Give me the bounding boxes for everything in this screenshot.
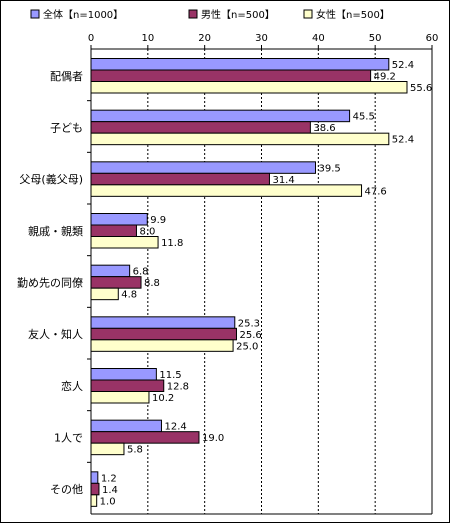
- data-label-1-2: 49.2: [374, 72, 396, 83]
- bar-1-1: [90, 58, 390, 71]
- bar-8-2: [90, 431, 200, 444]
- bar-8-3: [90, 442, 125, 456]
- bar-7-3: [90, 391, 150, 404]
- data-label-3-2: 31.4: [272, 175, 294, 186]
- data-label-4-3: 11.8: [161, 238, 183, 249]
- category-label-8: 1人で: [54, 431, 83, 444]
- category-label-6: 友人・知人: [28, 327, 83, 341]
- x-tick-label-30: 30: [255, 33, 268, 44]
- data-label-2-1: 45.5: [353, 112, 375, 123]
- bar-2-3: [90, 132, 390, 146]
- data-label-8-3: 5.8: [127, 445, 143, 456]
- bar-9-2: [90, 482, 100, 496]
- bar-6-3: [90, 339, 234, 352]
- bar-3-2: [90, 172, 270, 186]
- x-tick-label-0: 0: [88, 33, 94, 44]
- bar-1-2: [90, 69, 372, 82]
- data-label-5-3: 4.8: [121, 290, 137, 301]
- bar-3-3: [90, 184, 363, 197]
- legend-swatch-1: [30, 9, 40, 19]
- category-label-9: その他: [50, 483, 83, 496]
- data-label-9-2: 1.4: [102, 485, 118, 496]
- bar-4-1: [90, 213, 148, 226]
- data-label-3-1: 39.5: [318, 163, 340, 174]
- data-label-2-3: 52.4: [392, 135, 414, 146]
- data-label-9-1: 1.2: [101, 473, 117, 484]
- category-label-7: 恋人: [61, 379, 83, 393]
- bar-7-1: [90, 368, 157, 381]
- data-label-6-3: 25.0: [236, 341, 258, 352]
- category-label-2: 子ども: [50, 121, 83, 134]
- bar-9-1: [90, 471, 99, 484]
- bar-2-2: [90, 121, 311, 134]
- data-label-5-2: 8.8: [144, 278, 160, 289]
- data-label-1-3: 55.6: [410, 83, 432, 94]
- bar-9-3: [90, 494, 98, 507]
- category-label-1: 配偶者: [50, 70, 83, 83]
- legend-label-1: 全体【n=1000】: [43, 8, 123, 21]
- data-label-7-1: 11.5: [159, 370, 181, 381]
- category-label-3: 父母(義父母): [19, 172, 83, 186]
- data-label-2-2: 38.6: [313, 123, 335, 134]
- bar-2-1: [90, 109, 351, 123]
- data-label-9-3: 1.0: [100, 496, 116, 507]
- data-label-4-1: 9.9: [150, 215, 166, 226]
- bar-6-2: [90, 327, 237, 341]
- data-label-5-1: 6.8: [133, 267, 149, 278]
- data-label-6-1: 25.3: [238, 318, 260, 329]
- data-label-8-1: 12.4: [164, 422, 186, 433]
- x-tick-label-60: 60: [426, 33, 439, 44]
- x-tick-label-50: 50: [369, 33, 382, 44]
- bar-8-1: [90, 419, 162, 433]
- data-label-8-2: 19.0: [202, 433, 224, 444]
- data-label-1-1: 52.4: [392, 60, 414, 71]
- bar-6-1: [90, 316, 236, 329]
- data-label-7-3: 10.2: [152, 393, 174, 404]
- x-tick-label-40: 40: [312, 33, 325, 44]
- x-tick-label-10: 10: [141, 33, 154, 44]
- category-label-5: 勤め先の同僚: [17, 276, 83, 289]
- bar-5-2: [90, 276, 142, 289]
- data-label-6-2: 25.6: [239, 330, 261, 341]
- data-label-7-2: 12.8: [167, 382, 189, 393]
- legend-swatch-3: [303, 9, 313, 19]
- data-label-4-2: 8.0: [139, 227, 155, 238]
- bar-4-2: [90, 224, 137, 237]
- legend-label-3: 女性【n=500】: [316, 8, 390, 21]
- bar-7-2: [90, 379, 165, 392]
- legend-swatch-2: [188, 9, 198, 19]
- bar-5-1: [90, 264, 131, 278]
- x-tick-label-20: 20: [198, 33, 211, 44]
- bar-5-3: [90, 287, 119, 301]
- data-label-3-3: 47.6: [365, 186, 387, 197]
- bar-3-1: [90, 161, 316, 174]
- bar-4-3: [90, 236, 159, 249]
- bar-1-3: [90, 81, 408, 94]
- category-label-4: 親戚・親類: [28, 225, 83, 238]
- legend-label-2: 男性【n=500】: [201, 8, 275, 21]
